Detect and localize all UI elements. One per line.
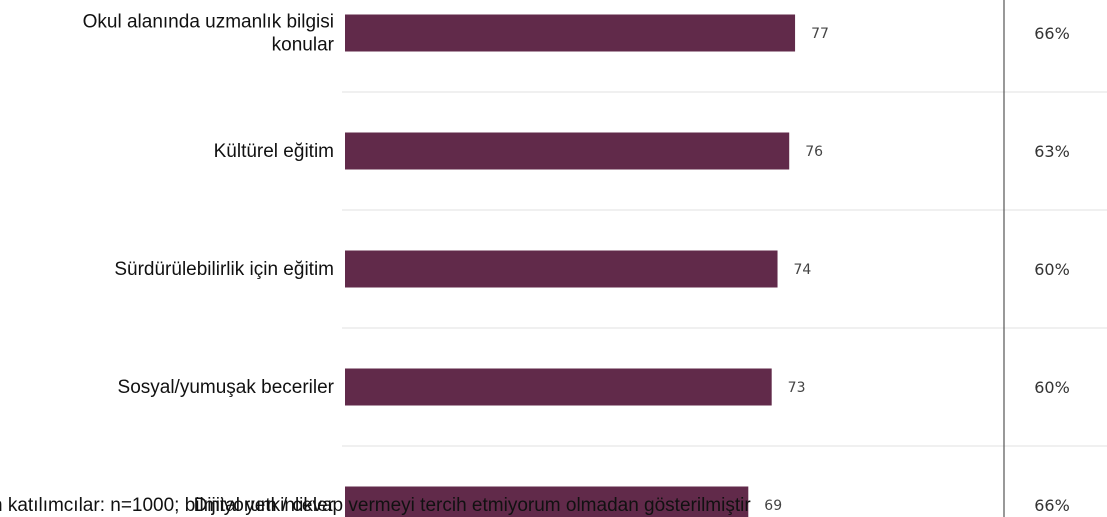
footnote: n katılımcılar: n=1000; bilmiyorum / cev… xyxy=(0,495,751,516)
bar xyxy=(345,250,778,288)
percentage-label: 66% xyxy=(1034,24,1070,43)
bar xyxy=(345,368,772,406)
category-labels: Okul alanında uzmanlık bilgisi konular Kül… xyxy=(83,12,335,517)
value-label: 73 xyxy=(788,380,806,396)
category-label: Sürdürülebilirlik için eğitim xyxy=(114,259,334,280)
category-label: Sosyal/yumuşak beceriler xyxy=(118,377,335,398)
value-labels: 77 76 74 73 69 xyxy=(764,26,829,514)
bar xyxy=(345,486,749,517)
percentage-label: 63% xyxy=(1034,142,1070,161)
bar xyxy=(345,132,790,170)
percentage-labels: 66% 63% 60% 60% 66% xyxy=(1034,24,1070,515)
category-label: Dijital yetkinlikler xyxy=(194,495,335,516)
category-label: Okul alanında uzmanlık bilgisi konular xyxy=(83,12,335,56)
value-label: 77 xyxy=(811,26,829,42)
bars xyxy=(345,14,796,517)
value-label: 69 xyxy=(764,498,782,514)
percentage-label: 60% xyxy=(1034,260,1070,279)
bar xyxy=(345,14,796,52)
value-label: 76 xyxy=(805,144,823,160)
percentage-label: 66% xyxy=(1034,496,1070,515)
gridlines xyxy=(342,91,1107,447)
percentage-label: 60% xyxy=(1034,378,1070,397)
category-label: Kültürel eğitim xyxy=(214,141,334,162)
value-label: 74 xyxy=(794,262,812,278)
